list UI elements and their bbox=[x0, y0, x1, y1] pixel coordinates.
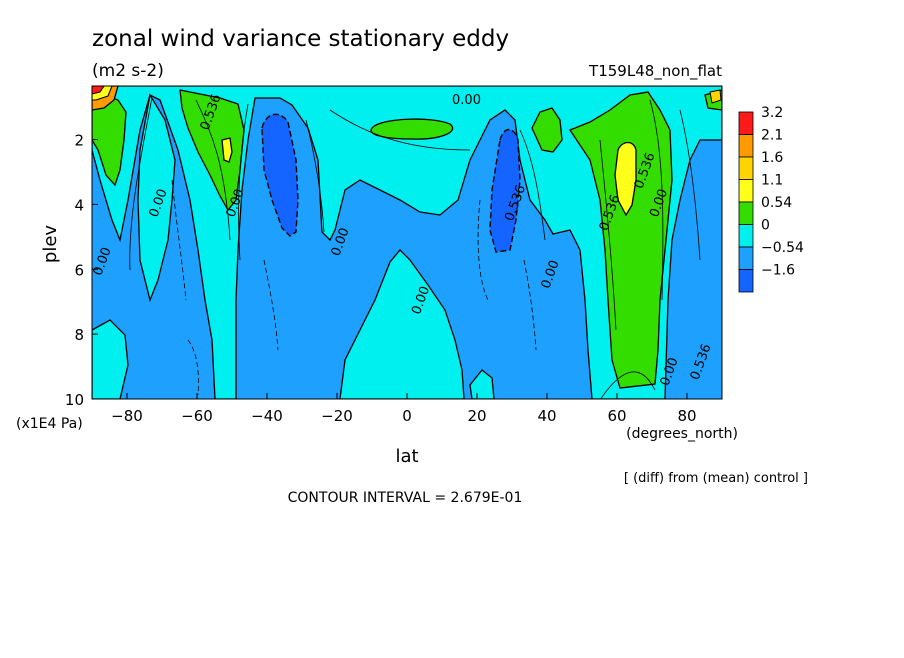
legend-level-label: 2.1 bbox=[761, 128, 783, 144]
run-label: T159L48_non_flat bbox=[588, 62, 722, 81]
chart-units: (m2 s-2) bbox=[92, 61, 164, 81]
legend-level-label: 3.2 bbox=[761, 105, 783, 121]
plot-area bbox=[91, 85, 723, 400]
y-tick-label: 6 bbox=[74, 261, 84, 279]
field-green-oval bbox=[370, 118, 454, 140]
x-tick-label: 80 bbox=[677, 407, 696, 425]
legend-level-label: −0.54 bbox=[761, 240, 804, 256]
legend-level-label: 1.6 bbox=[761, 150, 783, 166]
x-tick-label: 0 bbox=[402, 407, 412, 425]
x-tick-label: −60 bbox=[181, 407, 213, 425]
x-tick-label: −40 bbox=[251, 407, 283, 425]
field-cyan-center bbox=[339, 249, 465, 399]
legend-swatch bbox=[738, 156, 754, 180]
contour-label: 0.00 bbox=[452, 93, 481, 108]
field-orange-top-right bbox=[709, 89, 722, 104]
x-axis: −80 −60 −40 −20 0 20 40 60 80 bbox=[111, 393, 697, 425]
field-cyan-top bbox=[92, 86, 722, 399]
y-tick-label: 8 bbox=[74, 326, 84, 344]
legend-swatch bbox=[738, 269, 754, 293]
field-red-corner bbox=[92, 86, 105, 95]
y-tick-label: 2 bbox=[74, 132, 84, 150]
legend-level-label: −1.6 bbox=[761, 263, 795, 279]
legend-swatch bbox=[738, 224, 754, 248]
field-yellow-right bbox=[614, 141, 637, 217]
field-cyan-right-strip bbox=[469, 369, 495, 399]
legend-level-label: 1.1 bbox=[761, 173, 783, 189]
x-axis-unit: (degrees_north) bbox=[626, 426, 738, 442]
color-legend: 3.2 2.1 1.6 1.1 0.54 0 −0.54 −1.6 bbox=[738, 105, 804, 293]
x-tick-label: −80 bbox=[111, 407, 143, 425]
x-tick-label: 20 bbox=[467, 407, 486, 425]
field-cyan-mid-upper bbox=[137, 93, 176, 303]
field-green-right-big bbox=[569, 91, 673, 389]
field-dark-blue-left bbox=[261, 113, 299, 237]
legend-level-label: 0 bbox=[761, 218, 770, 234]
legend-level-label: 0.54 bbox=[761, 195, 792, 211]
contour-interval: CONTOUR INTERVAL = 2.679E-01 bbox=[288, 490, 523, 506]
legend-swatch bbox=[738, 201, 754, 225]
x-tick-label: 60 bbox=[607, 407, 626, 425]
legend-swatch bbox=[738, 179, 754, 203]
x-tick-label: −20 bbox=[321, 407, 353, 425]
y-axis: 2 4 6 8 10 bbox=[65, 132, 98, 409]
legend-swatch bbox=[738, 134, 754, 158]
y-axis-unit: (x1E4 Pa) bbox=[16, 416, 83, 432]
field-dark-blue-right bbox=[489, 128, 521, 253]
field-green-right-small bbox=[531, 107, 563, 153]
y-axis-label: plev bbox=[40, 225, 61, 264]
y-tick-label: 10 bbox=[65, 391, 84, 409]
field-yellow-left bbox=[221, 137, 233, 163]
field-green-mid-left bbox=[179, 89, 245, 212]
diff-note: [ (diff) from (mean) control ] bbox=[624, 471, 808, 486]
y-tick-label: 4 bbox=[74, 196, 84, 214]
legend-swatch bbox=[738, 111, 754, 135]
x-axis-label: lat bbox=[395, 446, 418, 467]
x-tick-label: 40 bbox=[537, 407, 556, 425]
legend-swatch bbox=[738, 246, 754, 270]
field-cyan-left-low bbox=[92, 319, 129, 399]
chart-title: zonal wind variance stationary eddy bbox=[92, 26, 509, 52]
